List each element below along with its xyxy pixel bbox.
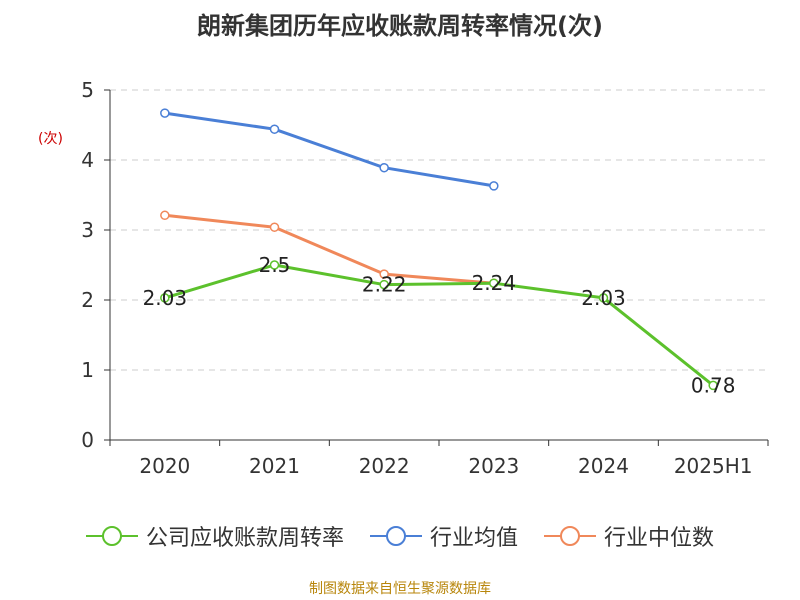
data-label: 2.24 [472, 271, 517, 295]
legend-line-circle-icon [369, 526, 422, 546]
data-point [160, 210, 170, 221]
series-lines [160, 108, 718, 391]
series-line-0 [164, 263, 715, 387]
data-point [269, 260, 280, 270]
x-tick-label: 2024 [578, 454, 629, 478]
x-tick-label: 2020 [139, 454, 190, 478]
data-point [379, 279, 389, 290]
data-point [269, 222, 280, 232]
legend-line-circle-icon [85, 526, 138, 546]
data-point [598, 293, 609, 303]
x-tick-label: 2021 [249, 454, 300, 478]
y-tick-label: 5 [81, 78, 94, 102]
x-tick-label: 2025H1 [674, 454, 753, 478]
data-label: 2.03 [581, 286, 626, 310]
chart-title: 朗新集团历年应收账款周转率情况(次) [197, 12, 603, 40]
y-tick-label: 0 [81, 428, 94, 452]
legend-item[interactable]: 公司应收账款周转率 [85, 520, 344, 552]
x-tick-label: 2022 [359, 454, 410, 478]
legend-item[interactable]: 行业均值 [369, 520, 518, 552]
y-tick-label: 3 [81, 218, 94, 242]
legend-item[interactable]: 行业中位数 [544, 520, 714, 552]
data-point [269, 124, 280, 134]
source-note: 制图数据来自恒生聚源数据库 [309, 581, 491, 597]
legend-label: 公司应收账款周转率 [145, 526, 344, 551]
data-label: 2.03 [143, 286, 188, 310]
series-line-2 [164, 213, 494, 285]
data-point [489, 278, 499, 288]
data-point [708, 380, 718, 391]
data-point [379, 269, 389, 279]
y-tick-label: 1 [81, 358, 94, 382]
data-label: 2.5 [259, 253, 291, 277]
data-point [160, 108, 170, 118]
y-tick-label: 2 [81, 288, 94, 312]
grid-lines [110, 89, 768, 371]
legend-line-circle-icon [544, 526, 596, 546]
data-point [489, 181, 499, 191]
legend-label: 行业中位数 [604, 526, 715, 551]
data-label: 2.22 [362, 273, 407, 297]
legend-label: 行业均值 [429, 526, 518, 551]
y-axis-label: (次) [38, 131, 63, 147]
series-line-1 [164, 111, 495, 188]
data-labels: 2.03 2.5 2.22 2.24 2.03 0.78 [143, 253, 736, 397]
legend: 公司应收账款周转率 行业均值 行业中位数 [0, 520, 800, 552]
x-tick-label: 2023 [468, 454, 519, 478]
axes: 0 1 2 3 4 5 2020 2021 2022 2023 2024 2025H1 [81, 78, 769, 478]
y-tick-label: 4 [81, 148, 94, 172]
data-point [160, 293, 170, 303]
data-point [379, 162, 389, 173]
data-label: 0.78 [691, 373, 736, 397]
